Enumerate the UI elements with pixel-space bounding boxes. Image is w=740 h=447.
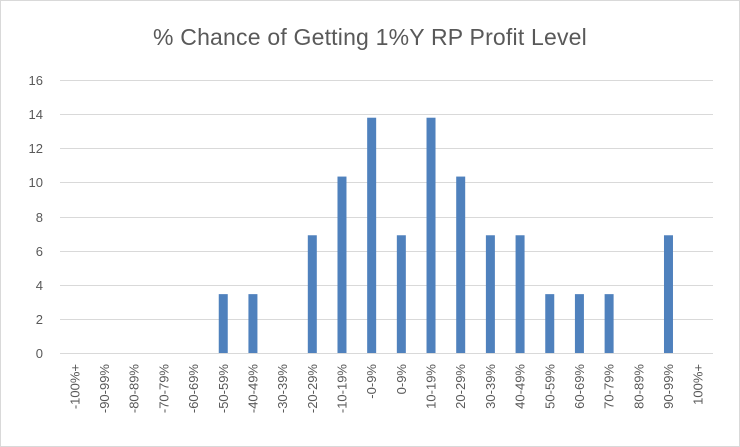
x-tick-label: 50-59% <box>542 364 557 409</box>
y-tick-label: 14 <box>29 107 43 122</box>
x-tick-label: 60-69% <box>572 364 587 409</box>
y-tick-label: 6 <box>36 244 43 259</box>
x-tick-label: -30-39% <box>275 364 290 414</box>
y-tick-label: 8 <box>36 210 43 225</box>
x-tick-label: 20-29% <box>453 364 468 409</box>
bar-15 <box>515 235 525 353</box>
x-tick-label: 0-9% <box>394 364 409 395</box>
x-tick-label: -70-79% <box>156 364 171 414</box>
y-axis-ticks: 0 2 4 6 8 10 12 14 16 <box>29 73 43 361</box>
x-tick-label: -10-19% <box>334 364 349 414</box>
bar-12 <box>426 117 436 354</box>
y-tick-label: 4 <box>36 278 43 293</box>
x-tick-label: -40-49% <box>245 364 260 414</box>
chart-title: % Chance of Getting 1%Y RP Profit Level <box>153 24 587 50</box>
x-tick-label: -20-29% <box>305 364 320 414</box>
x-tick-label: -50-59% <box>216 364 231 414</box>
bar-11 <box>396 235 406 353</box>
x-tick-label: 30-39% <box>483 364 498 409</box>
bar-17 <box>574 294 584 353</box>
x-tick-label: 10-19% <box>424 364 439 409</box>
x-tick-label: -60-69% <box>186 364 201 414</box>
x-tick-label: 80-89% <box>631 364 646 409</box>
x-tick-label: -100%+ <box>67 364 82 409</box>
bar-5 <box>218 294 228 353</box>
y-tick-label: 16 <box>29 73 43 88</box>
y-tick-label: 0 <box>36 346 43 361</box>
bar-18 <box>604 294 614 353</box>
x-tick-label: -80-89% <box>127 364 142 414</box>
bar-10 <box>367 117 377 354</box>
x-tick-label: -90-99% <box>97 364 112 414</box>
x-tick-label: -0-9% <box>364 364 379 399</box>
bar-20 <box>663 235 673 353</box>
bars <box>218 117 673 354</box>
y-tick-label: 2 <box>36 312 43 327</box>
x-tick-label: 90-99% <box>661 364 676 409</box>
bar-13 <box>456 176 466 353</box>
bar-14 <box>485 235 495 353</box>
x-tick-label: 70-79% <box>602 364 617 409</box>
bar-9 <box>337 176 347 353</box>
y-tick-label: 12 <box>29 141 43 156</box>
x-axis-ticks: -100%+ -90-99% -80-89% -70-79% -60-69% -50-59… <box>67 364 705 414</box>
bar-16 <box>545 294 555 353</box>
y-tick-label: 10 <box>29 175 43 190</box>
bar-6 <box>248 294 258 353</box>
x-tick-label: 40-49% <box>513 364 528 409</box>
x-tick-label: 100%+ <box>691 364 706 405</box>
bar-8 <box>307 235 317 353</box>
gridlines <box>60 80 713 354</box>
